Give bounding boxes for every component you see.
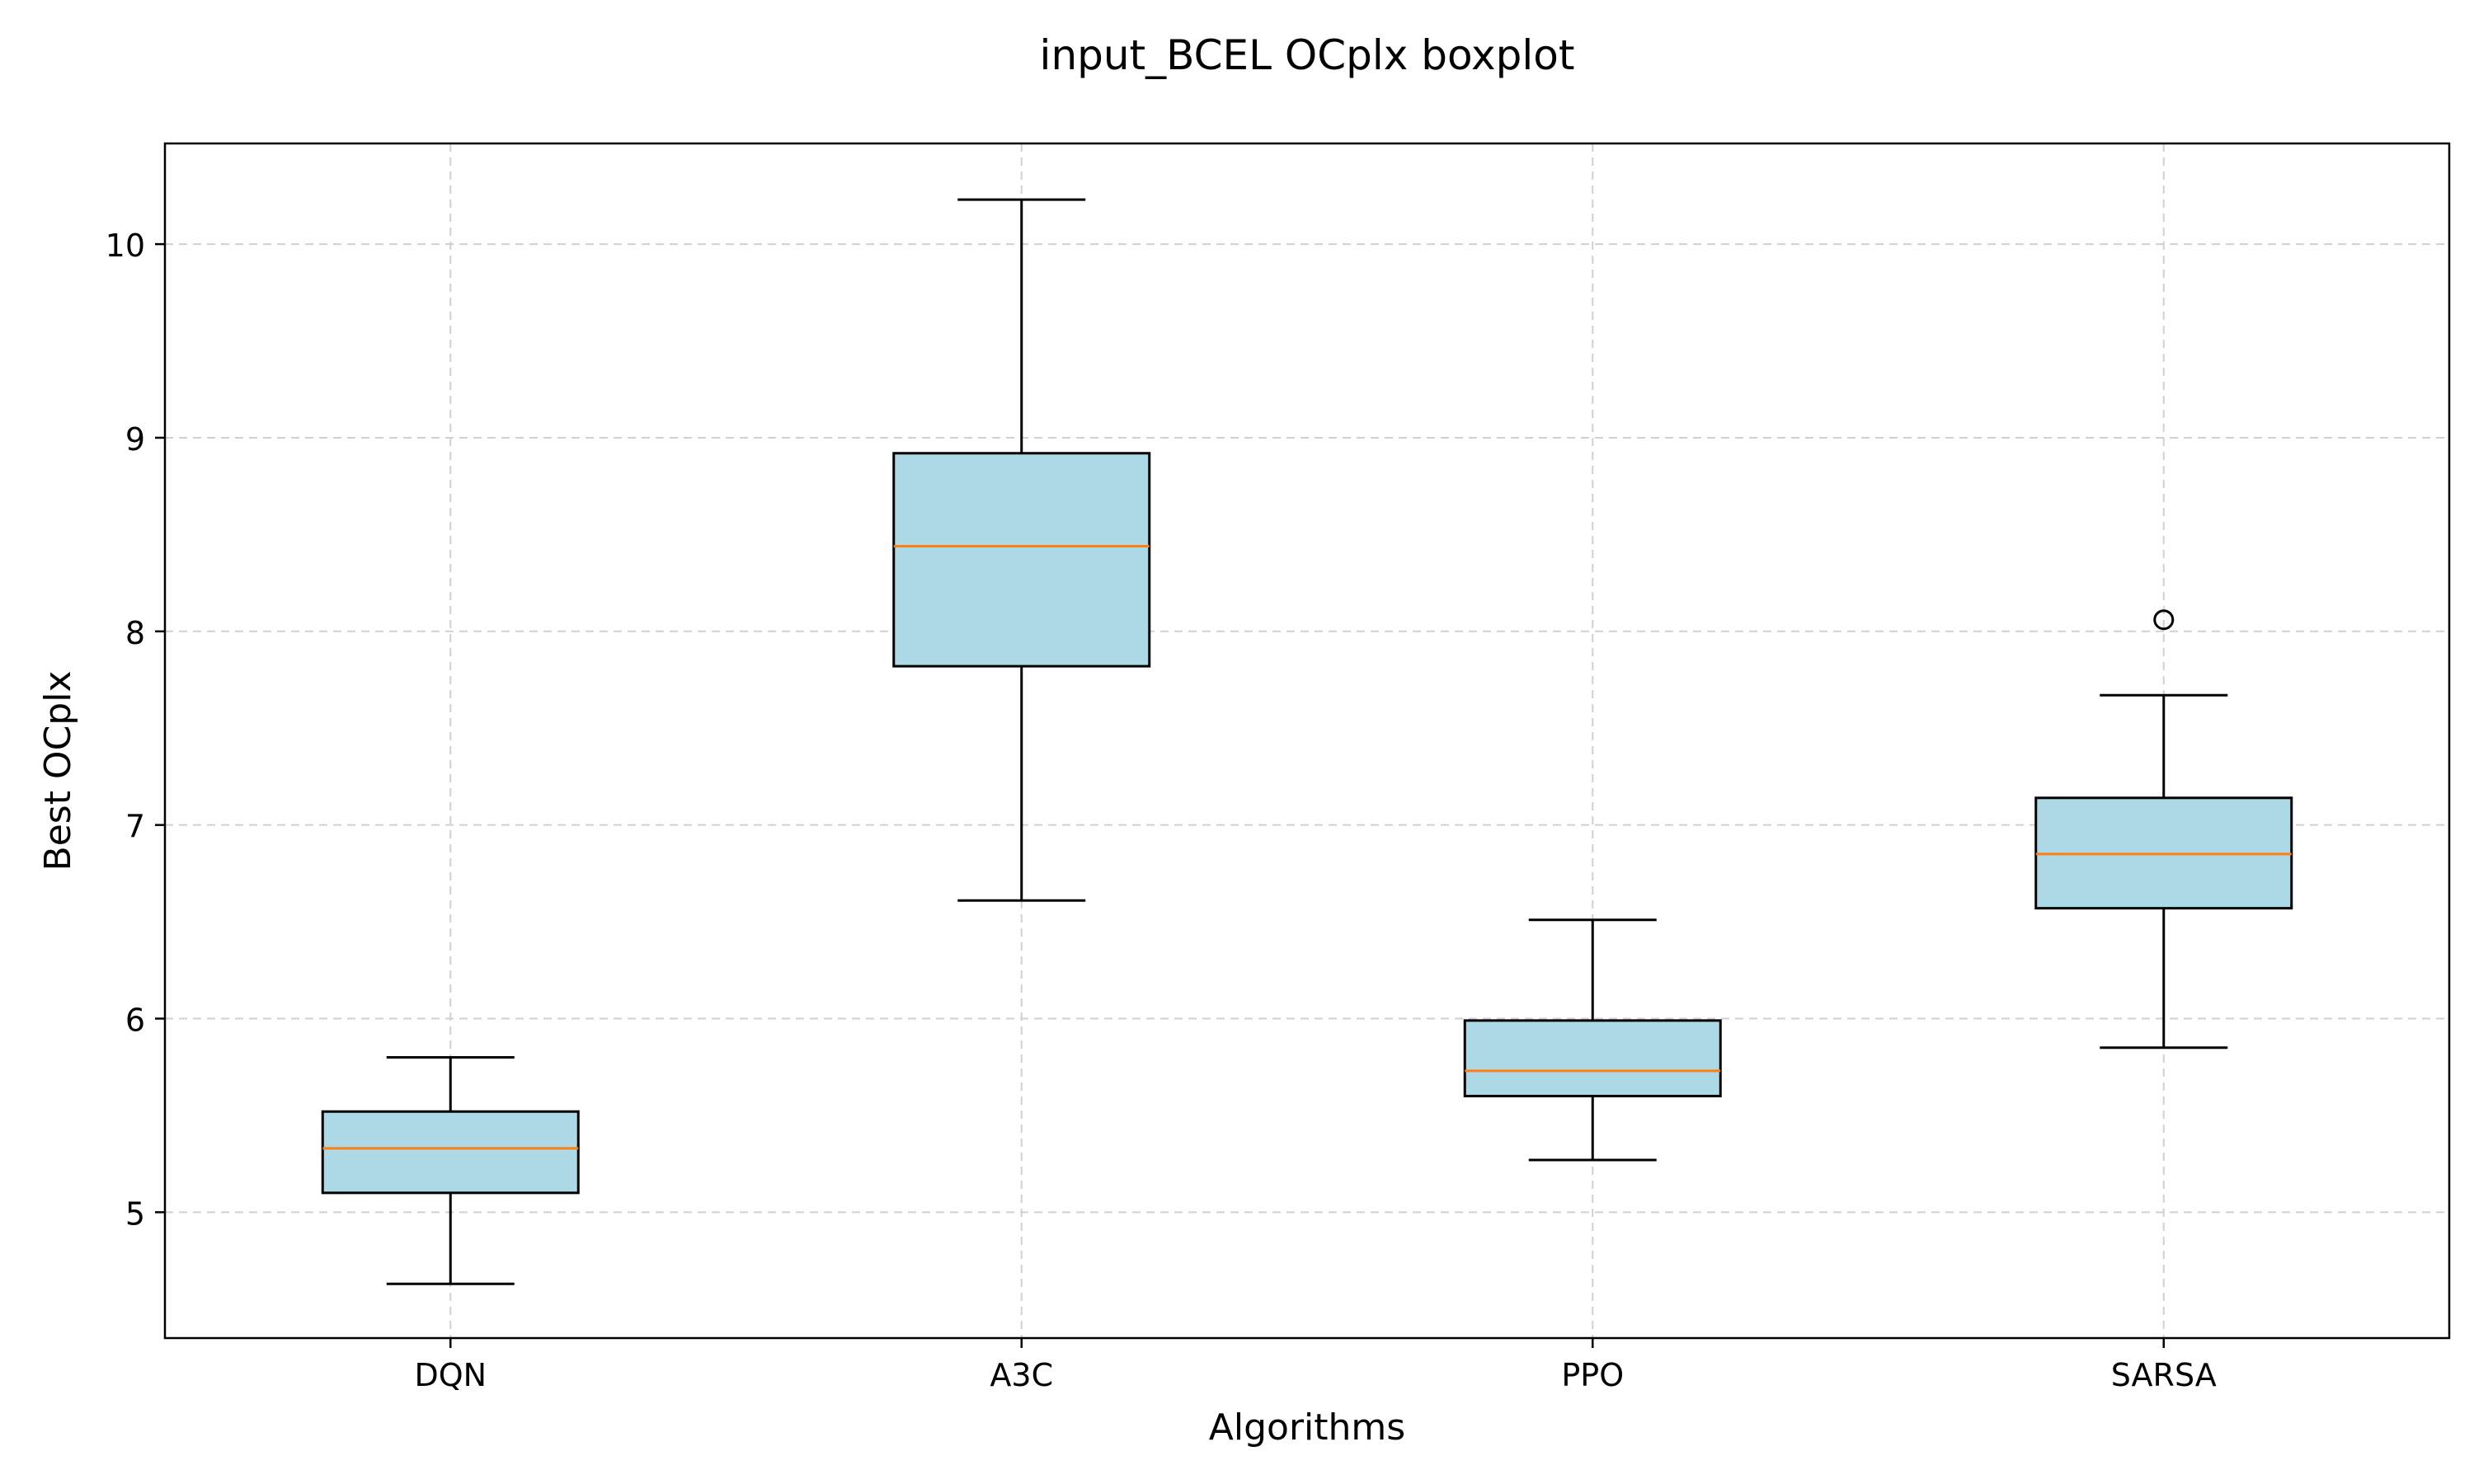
x-axis-label: Algorithms — [1209, 1407, 1405, 1449]
box-group-dqn — [321, 1055, 580, 1285]
iqr-box — [892, 452, 1151, 668]
box-group-a3c — [892, 198, 1151, 902]
box-series — [321, 198, 2293, 1285]
y-tick-label: 6 — [125, 1003, 145, 1039]
y-tick-label: 5 — [125, 1195, 145, 1232]
box-group-sarsa — [2034, 609, 2293, 1050]
axis-ticks: 5 6 7 8 9 10 DQN A3C PPO SARSA — [106, 228, 2217, 1393]
iqr-box — [321, 1110, 580, 1195]
box-group-ppo — [1463, 918, 1722, 1162]
x-tick-label: PPO — [1561, 1357, 1624, 1393]
outlier-point — [2153, 609, 2175, 631]
iqr-box — [1463, 1019, 1722, 1097]
y-tick-label: 7 — [125, 809, 145, 845]
y-tick-label: 9 — [125, 421, 145, 458]
y-axis-label: Best OCplx — [37, 671, 79, 871]
chart-title: input_BCEL OCplx boxplot — [1040, 31, 1575, 79]
x-tick-label: SARSA — [2111, 1357, 2217, 1393]
plot-frame — [163, 142, 2451, 1340]
y-tick-label: 8 — [125, 615, 145, 651]
x-tick-label: DQN — [414, 1357, 487, 1393]
y-tick-label: 10 — [106, 228, 145, 264]
x-tick-label: A3C — [990, 1357, 1053, 1393]
